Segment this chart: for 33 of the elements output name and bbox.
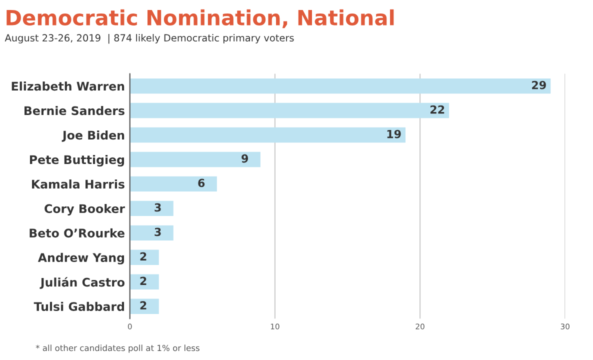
data-label: 19 <box>387 130 401 138</box>
data-label: 2 <box>140 252 146 260</box>
y-tick-label: Cory Booker <box>44 204 125 216</box>
bar <box>130 200 174 216</box>
data-label: 3 <box>154 228 161 236</box>
bar <box>130 225 174 241</box>
data-label: 9 <box>242 154 248 163</box>
y-tick-label: Elizabeth Warren <box>12 82 124 91</box>
y-tick-label: Kamala Harris <box>32 179 124 189</box>
y-tick-label: Tulsi Gabbard <box>34 302 124 312</box>
y-tick-label: Pete Buttigieg <box>30 154 124 167</box>
chart-subtitle: August 23-26, 2019 | 874 likely Democratic primary voters <box>4 34 294 44</box>
y-tick-label: Joe Biden <box>62 130 124 142</box>
bar <box>130 176 217 192</box>
chart-title: Democratic Nomination, National <box>6 9 394 28</box>
bar <box>130 274 159 290</box>
data-label: 29 <box>532 80 546 90</box>
y-tick-label: Julián Castro <box>40 277 124 289</box>
data-label: 2 <box>140 276 146 285</box>
y-tick-label: Andrew Yang <box>38 252 124 264</box>
bar <box>130 127 406 143</box>
y-tick-label: Beto O’Rourke <box>30 228 124 238</box>
bar <box>130 78 551 94</box>
data-label: 3 <box>154 203 161 212</box>
data-label: 2 <box>140 301 146 310</box>
data-label: 22 <box>430 105 444 114</box>
data-label: 6 <box>198 178 205 188</box>
y-tick-label: Bernie Sanders <box>24 106 124 116</box>
text: * all other candidates poll at 1% or less <box>36 344 200 353</box>
bar <box>130 298 159 314</box>
bar <box>130 250 159 265</box>
bar <box>130 102 450 118</box>
bar <box>130 152 260 168</box>
